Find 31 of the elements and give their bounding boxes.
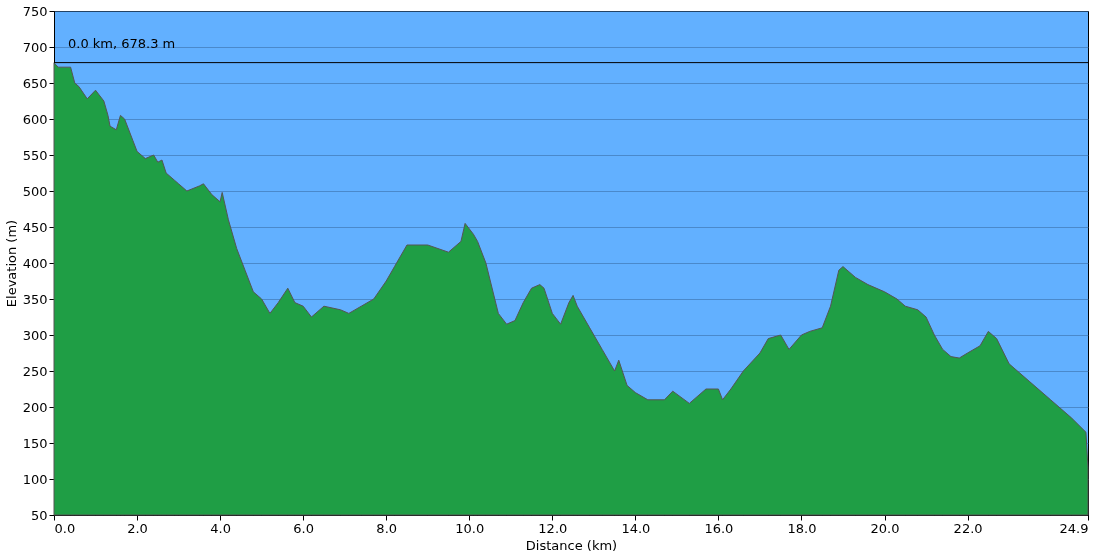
y-tick-label: 650 bbox=[22, 75, 48, 91]
y-tick-label: 600 bbox=[22, 111, 48, 127]
x-tick-label: 10.0 bbox=[455, 520, 485, 536]
x-tick-label: 0.0 bbox=[54, 520, 76, 536]
y-tick-label: 50 bbox=[30, 507, 48, 523]
y-tick-label: 200 bbox=[22, 399, 48, 415]
y-tick-label: 550 bbox=[22, 147, 48, 163]
y-tick-label: 250 bbox=[22, 363, 48, 379]
x-tick-label: 14.0 bbox=[621, 520, 651, 536]
x-tick-label: 8.0 bbox=[376, 520, 398, 536]
y-tick-label: 700 bbox=[22, 39, 48, 55]
y-tick-label: 350 bbox=[22, 291, 48, 307]
y-tick-label: 500 bbox=[22, 183, 48, 199]
y-tick-label: 100 bbox=[22, 471, 48, 487]
x-tick-label: 22.0 bbox=[953, 520, 983, 536]
x-tick-label: 24.9 bbox=[1059, 520, 1089, 536]
y-tick-label: 750 bbox=[22, 3, 48, 19]
y-tick-label: 300 bbox=[22, 327, 48, 343]
annotation: 0.0 km, 678.3 m bbox=[68, 35, 176, 51]
x-tick-label: 4.0 bbox=[210, 520, 231, 536]
x-axis-title: Distance (km) bbox=[525, 537, 618, 553]
y-tick-label: 400 bbox=[22, 255, 48, 271]
x-tick-label: 6.0 bbox=[293, 520, 314, 536]
x-tick-label: 18.0 bbox=[787, 520, 817, 536]
y-tick-label: 150 bbox=[22, 435, 48, 451]
y-axis-title: Elevation (m) bbox=[3, 219, 19, 308]
x-tick-label: 12.0 bbox=[538, 520, 568, 536]
x-tick-label: 20.0 bbox=[870, 520, 900, 536]
x-tick-label: 2.0 bbox=[127, 520, 148, 536]
x-tick-label: 16.0 bbox=[704, 520, 734, 536]
y-tick-label: 450 bbox=[22, 219, 48, 235]
